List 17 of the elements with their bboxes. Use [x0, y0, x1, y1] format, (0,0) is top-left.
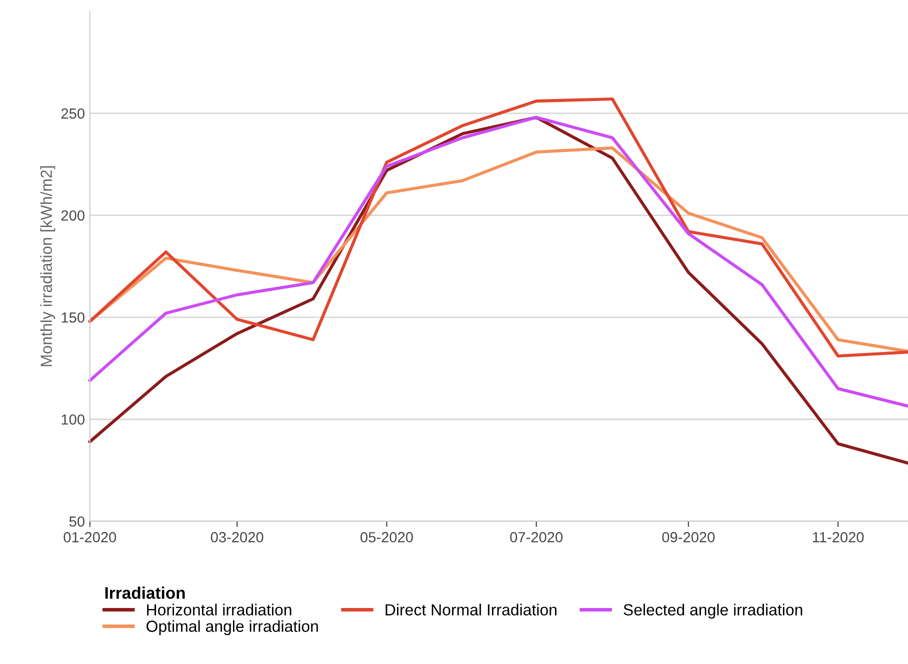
y-tick-label: 100	[62, 414, 84, 425]
y-tick-label: 250	[61, 108, 84, 119]
legend-title: Irradiation	[105, 586, 185, 599]
y-tick-label: 150	[62, 312, 84, 323]
x-tick-label: 09-2020	[662, 532, 715, 542]
legend-label: Optimal angle irradiation	[146, 620, 318, 636]
x-tick-label: 03-2020	[210, 532, 264, 542]
legend-label: Direct Normal Irradiation	[386, 604, 556, 616]
x-tick-label: 07-2020	[510, 532, 563, 542]
y-axis-title: Monthly irradiation [kWh/m2]	[40, 166, 56, 366]
x-tick-label: 01-2020	[64, 532, 116, 542]
y-tick-label: 200	[61, 210, 84, 221]
x-tick-label: 11-2020	[812, 532, 864, 542]
y-tick-label: 50	[69, 516, 84, 527]
legend-label: Horizontal irradiation	[147, 604, 292, 616]
legend-label: Selected angle irradiation	[624, 604, 802, 619]
x-tick-label: 05-2020	[360, 532, 413, 542]
